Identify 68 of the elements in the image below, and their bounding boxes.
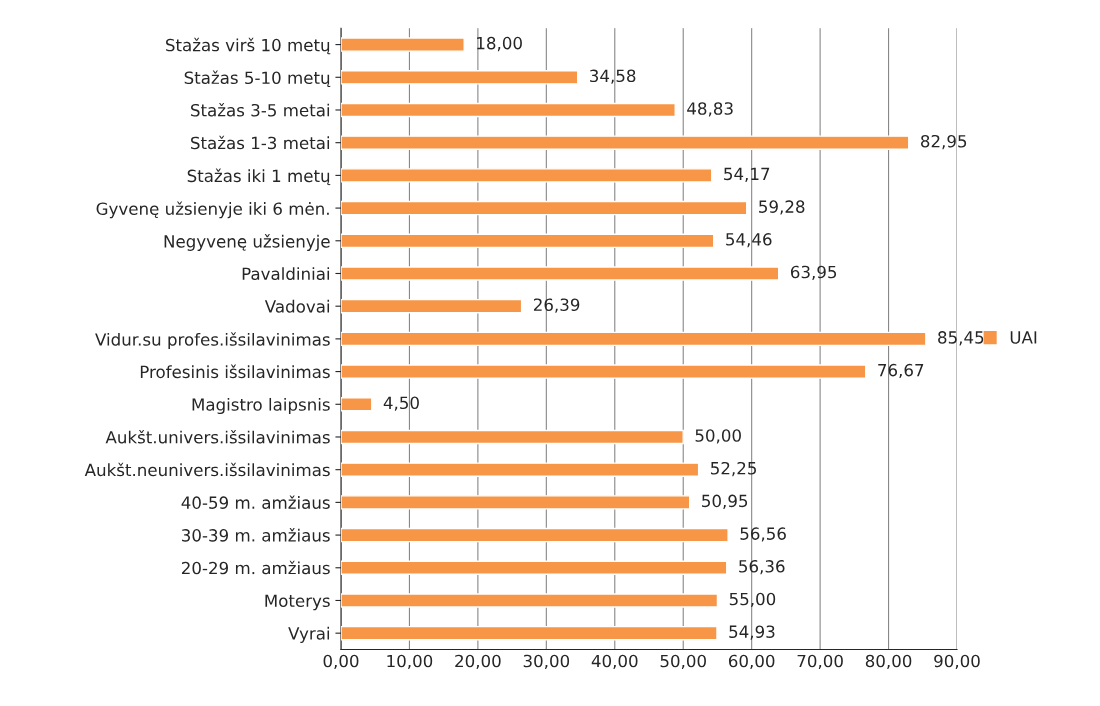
data-label: 26,39 xyxy=(533,298,580,313)
data-label: 50,00 xyxy=(695,429,741,444)
bar xyxy=(341,331,927,347)
bar xyxy=(341,102,676,118)
bar xyxy=(341,527,729,543)
y-tick-label: Aukšt.neunivers.išsilavinimas xyxy=(84,462,330,477)
bar xyxy=(341,462,700,477)
bar xyxy=(341,429,684,445)
y-tick-label: 30-39 m. amžiaus xyxy=(182,528,330,542)
y-tick-label: Stažas 3-5 metai xyxy=(191,102,330,117)
bar xyxy=(341,298,523,314)
bar xyxy=(341,364,867,379)
data-label: 54,93 xyxy=(729,625,775,640)
legend-label: UAI xyxy=(1010,331,1037,344)
y-tick-label: Stažas virš 10 metų xyxy=(166,37,331,55)
x-tick-label: 20,00 xyxy=(455,654,501,669)
x-tick-label: 30,00 xyxy=(523,654,570,669)
data-label: 56,56 xyxy=(740,527,786,542)
y-tick-label: Gyvenę užsienyje iki 6 mėn. xyxy=(96,201,329,219)
x-tick-label: 60,00 xyxy=(728,654,775,669)
x-tick-label: 10,00 xyxy=(387,654,433,669)
data-label: 76,67 xyxy=(878,363,924,379)
bar xyxy=(341,593,719,608)
data-label: 56,36 xyxy=(739,560,785,575)
y-tick-label: Vidur.su profes.išsilavinimas xyxy=(95,332,330,350)
x-tick-label: 40,00 xyxy=(591,654,638,669)
data-label: 50,95 xyxy=(702,494,748,509)
x-tick-label: 70,00 xyxy=(797,654,843,669)
y-tick-label: Aukšt.univers.išsilavinimas xyxy=(105,429,330,444)
x-tick-label: 90,00 xyxy=(934,654,980,669)
y-tick-label: Magistro laipsnis xyxy=(192,397,330,415)
bar xyxy=(341,495,691,510)
x-tick-label: 80,00 xyxy=(865,654,912,669)
y-tick-label: Moterys xyxy=(265,594,330,611)
data-label: 18,00 xyxy=(477,36,522,52)
data-label: 54,17 xyxy=(724,167,770,182)
y-tick-label: Negyvenę užsienyje xyxy=(164,234,330,251)
bar xyxy=(341,168,713,183)
data-label: 4,50 xyxy=(383,396,419,411)
y-tick-label: Stažas 1-3 metai xyxy=(191,135,330,150)
data-label: 34,58 xyxy=(590,69,636,84)
x-tick-label: 50,00 xyxy=(660,654,706,669)
bar xyxy=(341,37,465,52)
bar xyxy=(341,70,579,85)
data-label: 63,95 xyxy=(790,265,837,281)
data-label: 52,25 xyxy=(711,461,756,477)
x-tick-label: 0,00 xyxy=(323,654,359,669)
bar xyxy=(341,200,748,216)
data-label: 55,00 xyxy=(729,592,776,608)
y-tick-label: Stažas iki 1 metų xyxy=(187,168,331,186)
data-label: 54,46 xyxy=(726,233,772,248)
y-tick-label: Pavaldiniai xyxy=(242,267,330,281)
y-tick-label: Profesinis išsilavinimas xyxy=(140,364,330,379)
bar xyxy=(341,135,910,150)
bar xyxy=(341,233,715,249)
bar xyxy=(341,625,718,641)
bar xyxy=(341,397,373,412)
bar xyxy=(341,560,728,576)
data-label: 82,95 xyxy=(920,134,967,150)
data-label: 59,28 xyxy=(759,200,805,215)
y-tick-label: Vadovai xyxy=(264,299,330,313)
y-tick-label: 20-29 m. amžiaus xyxy=(181,560,330,575)
bar xyxy=(341,266,780,281)
data-label: 48,83 xyxy=(687,102,733,117)
y-tick-label: Vyrai xyxy=(288,626,330,643)
y-tick-label: Stažas 5-10 metų xyxy=(184,70,331,88)
y-tick-label: 40-59 m. amžiaus xyxy=(181,495,330,509)
data-label: 85,45 xyxy=(938,331,984,346)
